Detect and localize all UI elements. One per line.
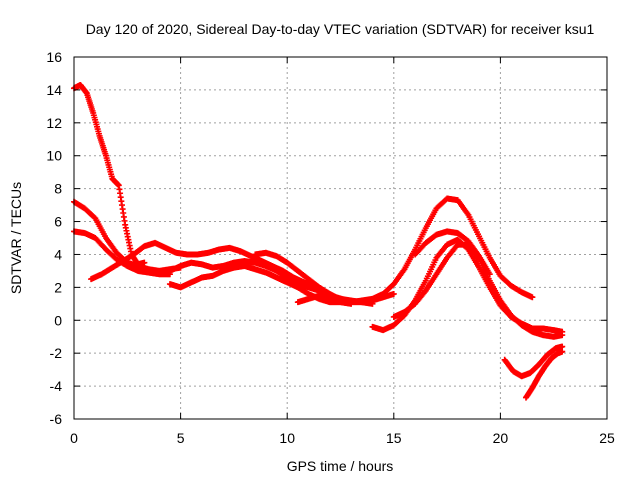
x-tick-labels: 0 5 10 15 20 25 <box>70 430 615 446</box>
data-point-marker <box>141 259 148 266</box>
x-tick-label: 20 <box>493 430 509 446</box>
data-point-marker <box>486 271 493 278</box>
y-tick-label: 4 <box>54 246 62 262</box>
data-point-marker <box>559 332 566 339</box>
series-track-8 <box>294 195 536 306</box>
y-axis-label: SDTVAR / TECUs <box>8 182 24 294</box>
grid <box>74 57 607 419</box>
x-tick-label: 5 <box>177 430 185 446</box>
series-track-11 <box>412 228 493 278</box>
data-point-marker <box>529 294 536 301</box>
y-tick-label: 12 <box>46 115 62 131</box>
x-tick-label: 15 <box>386 430 402 446</box>
series-track-12 <box>501 343 566 380</box>
y-tick-label: -6 <box>50 411 63 427</box>
y-tick-label: 10 <box>46 148 62 164</box>
series-track-13 <box>522 348 566 401</box>
x-tick-label: 25 <box>599 430 615 446</box>
x-tick-label: 0 <box>70 430 78 446</box>
series-track-9 <box>369 236 566 335</box>
y-tick-label: -2 <box>50 345 63 361</box>
chart-title: Day 120 of 2020, Sidereal Day-to-day VTE… <box>86 21 595 37</box>
y-tick-label: 14 <box>46 82 62 98</box>
y-tick-label: 16 <box>46 49 62 65</box>
data-point-marker <box>390 290 397 297</box>
x-tick-label: 10 <box>279 430 295 446</box>
y-tick-labels: -6 -4 -2 0 2 4 6 8 10 12 14 16 <box>46 49 62 427</box>
y-tick-label: -4 <box>50 378 63 394</box>
y-tick-label: 0 <box>54 312 62 328</box>
data-point-marker <box>559 348 566 355</box>
x-axis-label: GPS time / hours <box>287 458 394 474</box>
y-tick-label: 6 <box>54 214 62 230</box>
series-track-3 <box>71 228 173 278</box>
data-points <box>71 81 566 401</box>
axis-ticks <box>73 56 608 420</box>
y-tick-label: 2 <box>54 279 62 295</box>
plot-frame <box>73 56 608 420</box>
y-tick-label: 8 <box>54 181 62 197</box>
